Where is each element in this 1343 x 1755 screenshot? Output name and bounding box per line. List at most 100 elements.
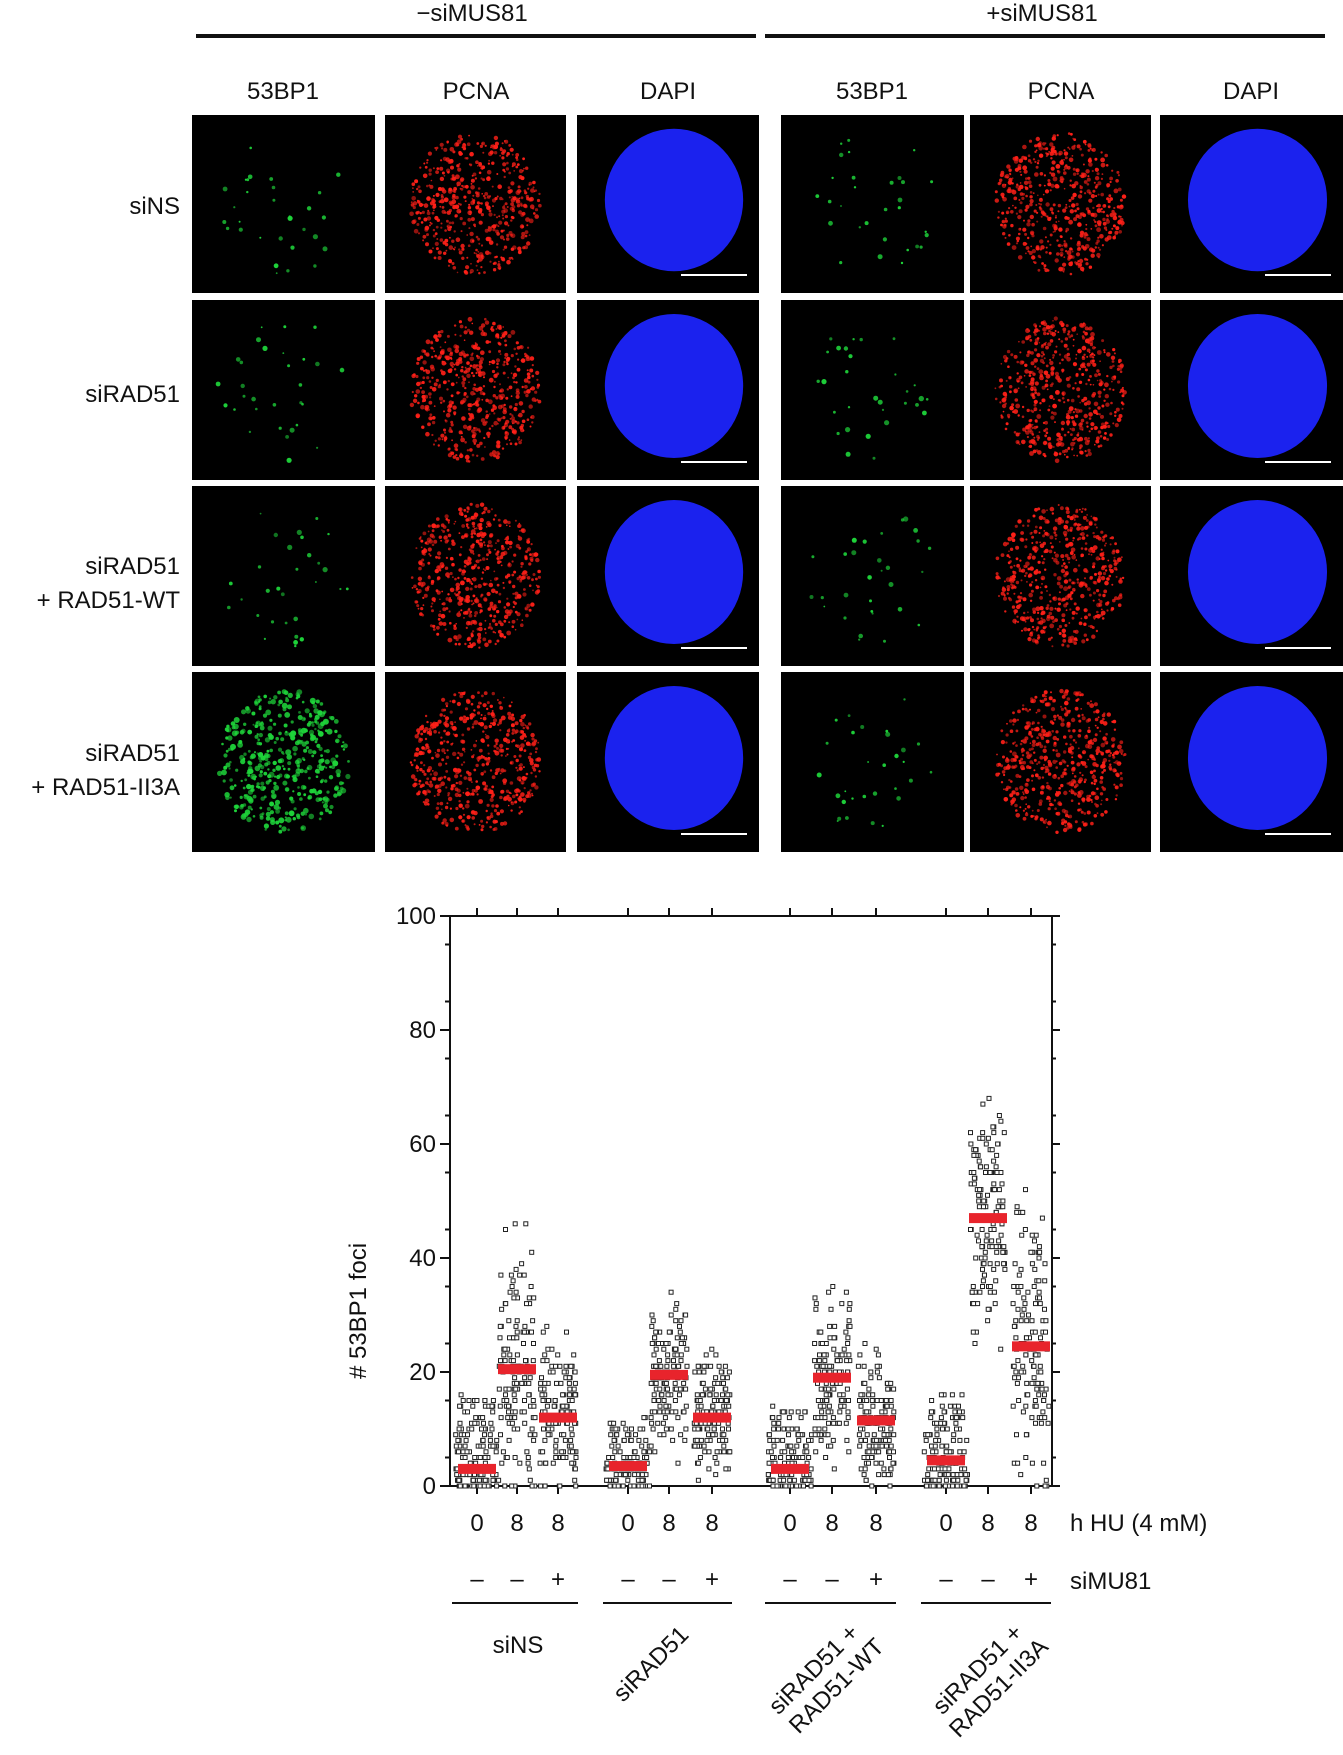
- pcna-focus: [445, 702, 449, 706]
- pcna-focus: [1053, 743, 1057, 747]
- pcna-focus: [498, 523, 502, 528]
- pcna-focus: [1041, 611, 1045, 615]
- pcna-focus: [1084, 577, 1086, 580]
- pcna-focus: [440, 523, 445, 528]
- pcna-focus: [1105, 578, 1108, 580]
- pcna-focus: [439, 598, 441, 601]
- pcna-focus: [462, 424, 468, 429]
- pcna-focus: [502, 581, 505, 584]
- pcna-focus: [439, 713, 443, 717]
- pcna-focus: [1058, 632, 1062, 635]
- pcna-focus: [454, 577, 457, 581]
- pcna-focus: [1015, 242, 1019, 245]
- pcna-focus: [484, 632, 487, 634]
- pcna-focus: [1081, 639, 1086, 644]
- pcna-focus: [418, 779, 422, 783]
- pcna-focus: [1022, 524, 1025, 527]
- 53bp1-focus: [328, 775, 334, 780]
- pcna-focus: [1109, 543, 1112, 546]
- pcna-focus: [458, 642, 461, 646]
- 53bp1-focus: [318, 765, 325, 771]
- pcna-focus: [426, 211, 431, 216]
- pcna-focus: [519, 718, 523, 723]
- 53bp1-focus: [256, 733, 259, 736]
- 53bp1-focus: [823, 605, 826, 608]
- pcna-focus: [1080, 708, 1083, 710]
- pcna-focus: [444, 566, 449, 570]
- pcna-focus: [461, 366, 464, 369]
- pcna-focus: [1072, 630, 1076, 633]
- 53bp1-focus: [229, 778, 233, 782]
- pcna-focus: [493, 380, 496, 383]
- pcna-focus: [512, 584, 516, 589]
- 53bp1-focus: [299, 797, 303, 801]
- pcna-focus: [500, 229, 504, 233]
- pcna-focus: [524, 204, 528, 209]
- pcna-focus: [1027, 180, 1032, 185]
- pcna-focus: [455, 454, 458, 457]
- pcna-focus: [1031, 743, 1036, 747]
- pcna-focus: [1106, 438, 1110, 441]
- pcna-focus: [436, 632, 440, 636]
- pcna-focus: [1049, 325, 1053, 329]
- 53bp1-focus: [222, 779, 226, 783]
- pcna-focus: [1122, 754, 1125, 757]
- pcna-focus: [494, 514, 497, 517]
- pcna-focus: [475, 740, 478, 742]
- pcna-focus: [1039, 207, 1043, 211]
- pcna-focus: [451, 365, 454, 368]
- pcna-focus: [441, 438, 444, 441]
- pcna-focus: [1071, 145, 1076, 150]
- pcna-focus: [1121, 394, 1125, 398]
- pcna-focus: [1018, 199, 1021, 201]
- pcna-focus: [445, 572, 450, 578]
- pcna-focus: [1061, 695, 1066, 699]
- pcna-focus: [1108, 754, 1112, 758]
- 53bp1-focus: [881, 824, 884, 827]
- pcna-focus: [1111, 209, 1115, 214]
- pcna-focus: [532, 589, 534, 592]
- pcna-focus: [1004, 427, 1008, 431]
- pcna-focus: [529, 758, 534, 763]
- pcna-focus: [1102, 717, 1105, 721]
- data-point: [489, 1426, 495, 1432]
- pcna-focus: [1054, 216, 1057, 219]
- pcna-focus: [466, 727, 471, 731]
- pcna-focus: [1088, 198, 1093, 203]
- pcna-focus: [475, 503, 480, 508]
- pcna-focus: [488, 360, 491, 364]
- pcna-focus: [445, 597, 450, 601]
- pcna-focus: [466, 361, 470, 365]
- pcna-focus: [1052, 403, 1057, 409]
- 53bp1-focus: [303, 758, 306, 762]
- 53bp1-focus: [858, 226, 861, 229]
- pcna-focus: [1078, 409, 1083, 413]
- pcna-focus: [1077, 691, 1082, 696]
- pcna-focus: [1034, 328, 1039, 333]
- pcna-focus: [410, 576, 414, 579]
- pcna-focus: [418, 739, 422, 743]
- 53bp1-focus: [337, 789, 343, 796]
- 53bp1-focus: [865, 433, 871, 439]
- pcna-focus: [1098, 598, 1101, 601]
- pcna-focus: [1076, 581, 1080, 584]
- pcna-focus: [1121, 386, 1124, 389]
- 53bp1-focus: [323, 749, 327, 753]
- 53bp1-focus: [826, 350, 829, 354]
- pcna-focus: [483, 770, 487, 774]
- 53bp1-focus: [852, 338, 855, 341]
- pcna-focus: [512, 739, 516, 742]
- pcna-focus: [1071, 555, 1076, 560]
- 53bp1-focus: [847, 138, 851, 142]
- pcna-focus: [1065, 324, 1069, 328]
- pcna-focus: [503, 140, 506, 142]
- pcna-focus: [1100, 576, 1106, 581]
- pcna-focus: [1061, 427, 1064, 431]
- pcna-focus: [432, 624, 436, 628]
- pcna-focus: [432, 228, 436, 232]
- pcna-focus: [429, 780, 432, 784]
- pcna-focus: [485, 250, 490, 256]
- pcna-focus: [484, 757, 488, 761]
- pcna-focus: [1045, 427, 1049, 431]
- pcna-focus: [1096, 726, 1099, 729]
